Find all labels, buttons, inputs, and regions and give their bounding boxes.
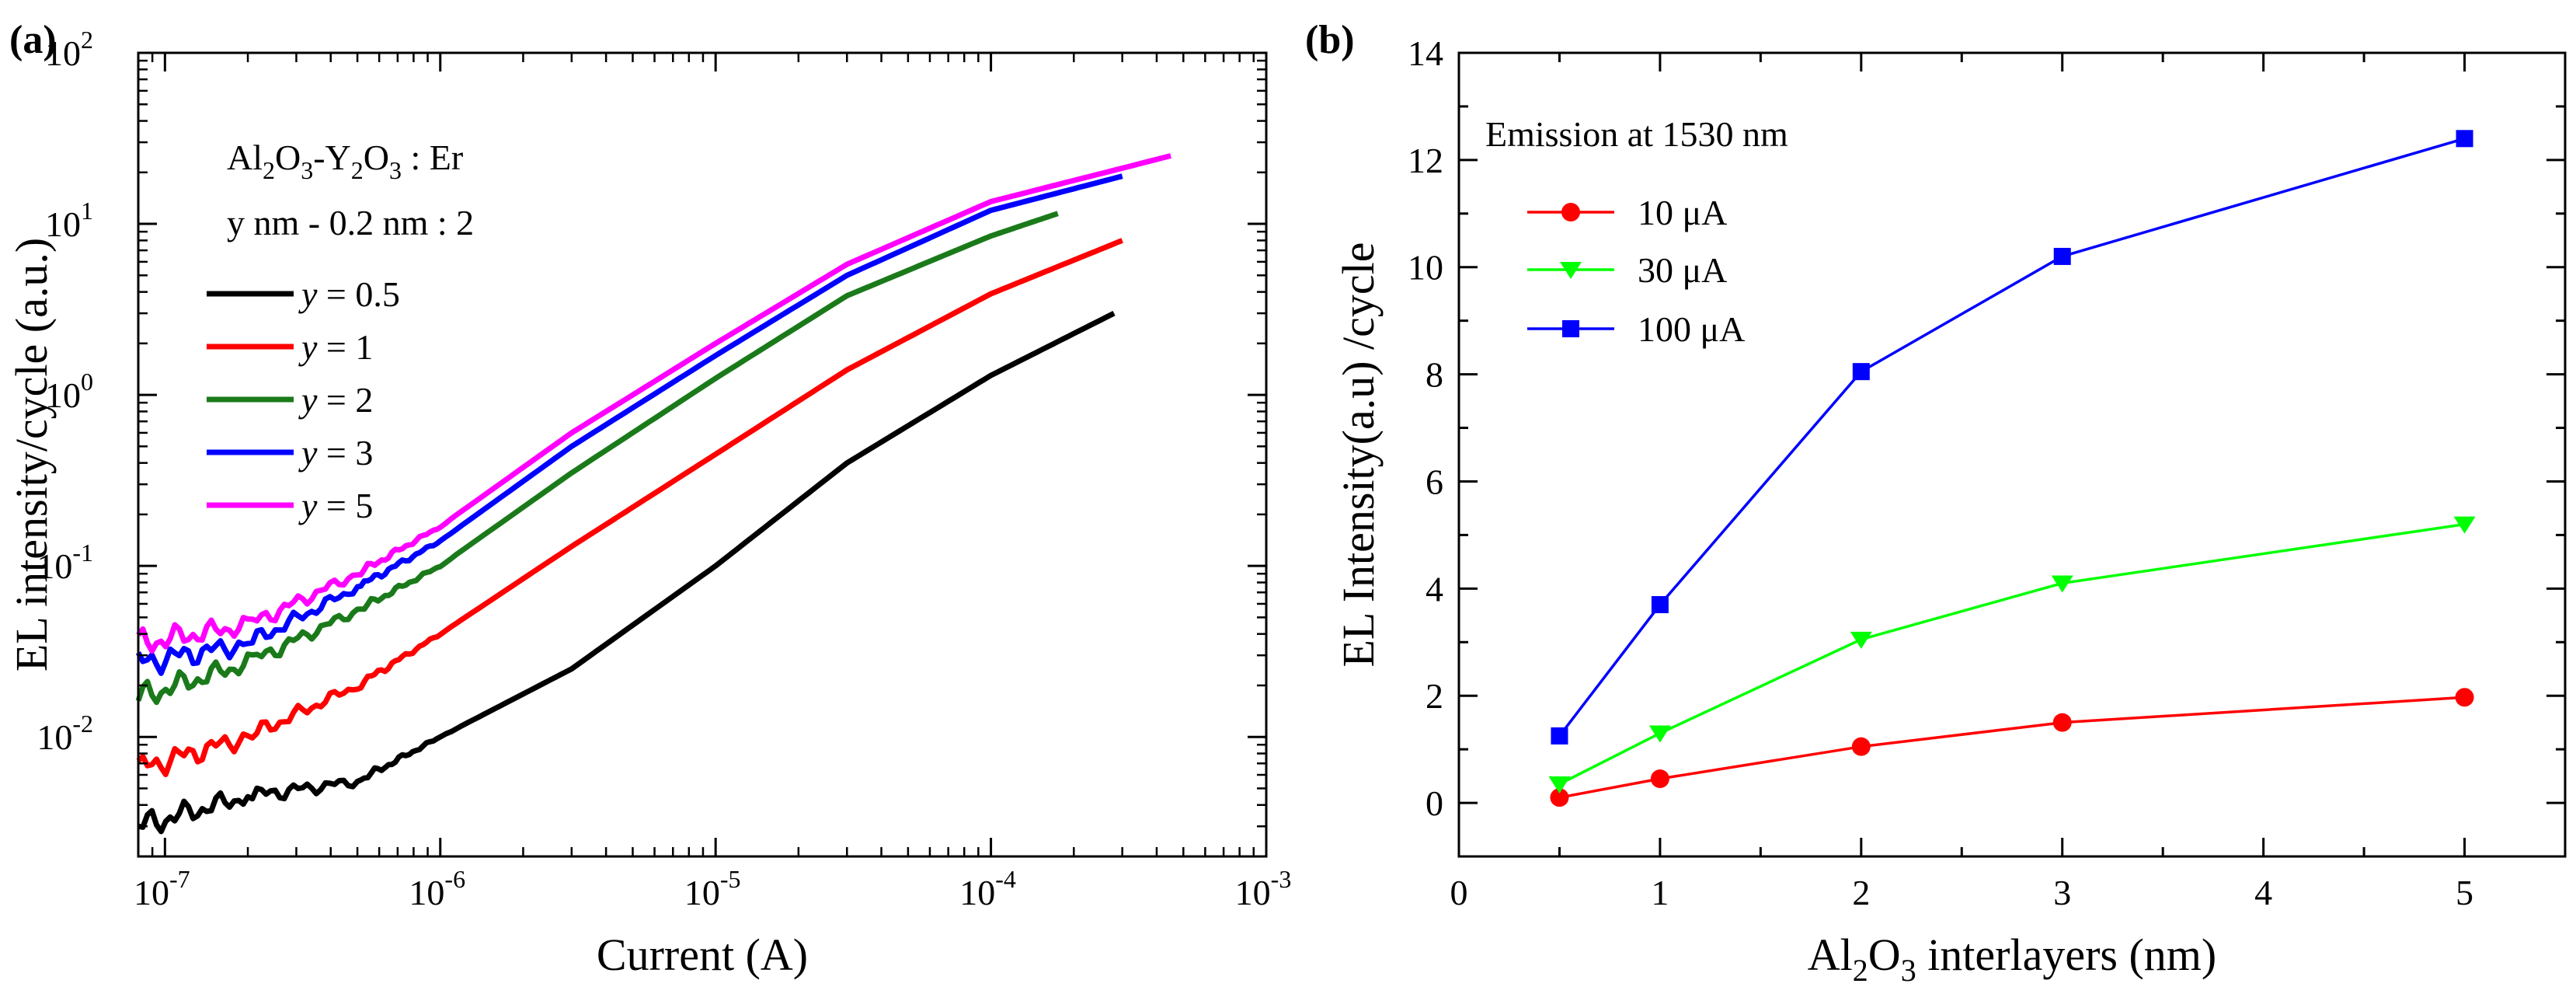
legend-label: 10 μA: [1638, 193, 1727, 232]
y-tick-label: 2: [1426, 676, 1443, 716]
x-tick-label: 1: [1651, 873, 1669, 912]
legend-item-b-2: 100 μA: [1527, 309, 1745, 349]
legend-label: 100 μA: [1638, 309, 1745, 349]
series-line-4: [136, 153, 1171, 654]
ticks-a: 10-7 10-6 10-5 10-4 10-3 10-2 10-1 100 101 102: [37, 26, 1291, 912]
legend-label: y = 2: [298, 380, 373, 420]
y-tick-label: 10-1: [37, 539, 93, 586]
legend-label: y = 0.5: [298, 274, 400, 314]
x-tick-label: 4: [2254, 873, 2272, 912]
data-point: [2453, 516, 2476, 534]
data-point: [1651, 596, 1669, 614]
y-tick-label: 10-2: [37, 710, 93, 757]
legend-b: 10 μA 30 μA 100 μA: [1527, 193, 1745, 349]
series-line-0: [138, 310, 1116, 835]
y-tick-label: 14: [1408, 33, 1443, 73]
series-group-b: [1548, 130, 2476, 807]
x-tick-label: 2: [1852, 873, 1870, 912]
data-point: [2456, 130, 2473, 148]
legend-a: y = 0.5 y = 1 y = 2 y = 3 y = 5: [207, 274, 400, 525]
data-point: [1550, 788, 1569, 807]
x-tick-label: 10-5: [684, 865, 741, 912]
annotation-a-line1: Al2O3-Y2O3 : Er: [227, 138, 463, 184]
data-point: [1551, 727, 1568, 745]
legend-item-a-4: y = 5: [207, 486, 373, 525]
legend-item-b-1: 30 μA: [1527, 250, 1727, 290]
y-tick-label: 6: [1426, 462, 1443, 501]
x-axis-title-b: Al2O3 interlayers (nm): [1808, 930, 2216, 988]
y-tick-label: 10: [1408, 248, 1443, 288]
annotation-b: Emission at 1530 nm: [1485, 114, 1788, 154]
legend-label: y = 3: [298, 433, 373, 473]
x-axis-title-a: Current (A): [597, 930, 808, 980]
legend-marker-circle: [1561, 203, 1580, 221]
y-tick-label: 102: [45, 26, 93, 73]
data-point: [1548, 776, 1571, 793]
legend-marker-triangle: [1560, 262, 1582, 279]
x-tick-label: 10-3: [1235, 865, 1292, 912]
data-point: [1650, 769, 1669, 789]
y-tick-label: 8: [1426, 355, 1443, 395]
x-tick-label: 10-4: [959, 865, 1016, 912]
series-group-a: [135, 153, 1171, 835]
legend-item-a-3: y = 3: [207, 433, 373, 473]
y-tick-label: 100: [45, 368, 93, 415]
data-point: [1648, 725, 1671, 743]
legend-item-a-0: y = 0.5: [207, 274, 400, 314]
y-axis-title-a: EL intensity/cycle (a.u.): [6, 238, 57, 671]
y-tick-label: 0: [1426, 783, 1443, 823]
panel-label-b: (b): [1305, 18, 1355, 62]
data-point: [2053, 247, 2071, 265]
x-tick-label: 3: [2053, 873, 2071, 912]
legend-label: y = 5: [298, 486, 373, 525]
plot-frame-b: [1457, 51, 2567, 858]
chart-a: (a) 10-7 10-6 10-5 10-4 10-310-210-110010110…: [6, 18, 1291, 980]
x-tick-label: 0: [1450, 873, 1468, 912]
x-tick-label: 10-6: [409, 865, 465, 912]
legend-label: 30 μA: [1638, 250, 1727, 290]
series-line-2: [135, 211, 1059, 706]
legend-item-a-2: y = 2: [207, 380, 373, 420]
data-point: [1852, 363, 1870, 381]
legend-label: y = 1: [298, 327, 373, 367]
panel-label-a: (a): [9, 18, 57, 62]
y-tick-label: 12: [1408, 141, 1443, 180]
legend-marker-square: [1562, 320, 1579, 337]
y-axis-title-b: EL Intensity(a.u) /cycle: [1333, 242, 1384, 667]
y-tick-label: 101: [45, 197, 93, 244]
series-line-1: [136, 238, 1123, 777]
x-tick-label: 10-7: [134, 865, 190, 912]
series-line-0: [1559, 696, 2465, 799]
legend-item-b-0: 10 μA: [1527, 193, 1727, 232]
legend-item-a-1: y = 1: [207, 327, 373, 367]
data-point: [1850, 631, 1872, 649]
data-point: [2051, 575, 2073, 593]
y-tick-label: 4: [1426, 569, 1443, 609]
data-point: [2052, 713, 2072, 732]
series-line-3: [135, 173, 1123, 676]
annotation-a-line2: y nm - 0.2 nm : 2: [227, 203, 474, 242]
data-point: [2455, 688, 2474, 707]
x-tick-label: 5: [2456, 873, 2473, 912]
data-point: [1851, 737, 1871, 756]
